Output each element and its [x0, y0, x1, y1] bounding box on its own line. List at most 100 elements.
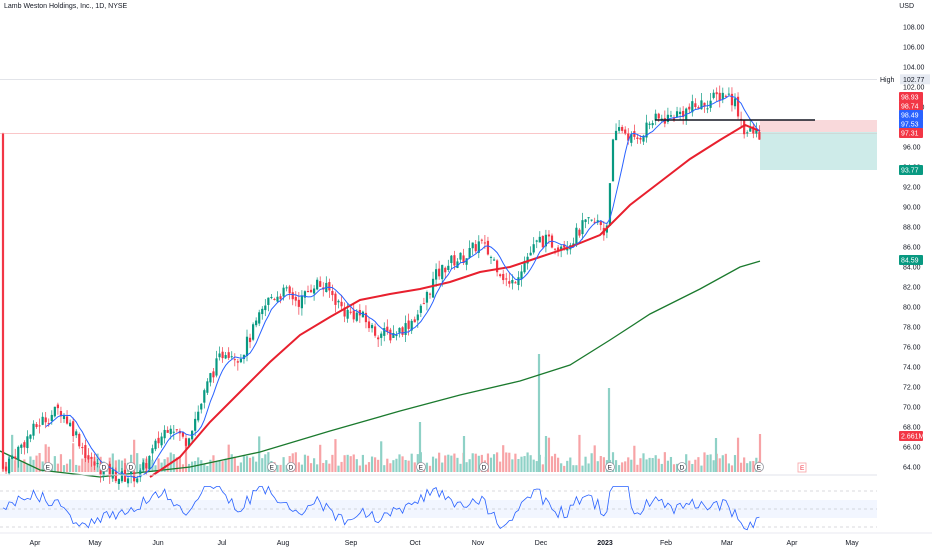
- candle-body: [422, 303, 425, 305]
- price-tick: 70.00: [903, 405, 921, 412]
- volume-bar: [465, 462, 468, 472]
- volume-bar: [508, 452, 511, 472]
- candle-body: [727, 93, 730, 95]
- volume-bar: [621, 462, 624, 472]
- price-tag: [899, 119, 923, 129]
- volume-bar: [563, 465, 566, 472]
- candle-body: [489, 256, 493, 258]
- candle-body: [340, 301, 343, 307]
- volume-bar: [316, 464, 319, 472]
- candle-body: [398, 327, 401, 333]
- volume-bar: [322, 462, 325, 472]
- candle-body: [547, 234, 551, 237]
- candle-body: [126, 478, 130, 484]
- ma-fast-line: [45, 95, 760, 479]
- volume-bar: [474, 453, 477, 472]
- volume-bar: [496, 452, 499, 472]
- time-tick: Nov: [472, 540, 485, 547]
- candle-body: [215, 358, 218, 376]
- candle-body: [218, 353, 221, 358]
- volume-bar: [691, 463, 694, 472]
- time-axis[interactable]: Apr May Jun Jul Aug Sep Oct Nov Dec 2023 Feb Mar Apr…: [0, 532, 932, 547]
- event-marker-circle: [605, 462, 615, 472]
- price-tag-label: 97.31: [901, 131, 919, 138]
- candle-body: [496, 260, 499, 273]
- candle-body: [111, 469, 114, 479]
- volume-bar: [672, 464, 676, 472]
- volume-bar: [206, 465, 209, 472]
- candle-body: [258, 312, 261, 324]
- volume-bar: [14, 460, 17, 472]
- volume-bar: [157, 458, 160, 472]
- candle-body: [65, 416, 69, 424]
- volume-bar: [697, 457, 700, 472]
- candle-body: [413, 319, 416, 323]
- candle-body: [471, 242, 474, 249]
- candle-body: [108, 463, 111, 477]
- volume-bar: [38, 453, 41, 472]
- volume-bar: [438, 452, 441, 472]
- candle-body: [285, 287, 288, 289]
- volume-bar: [325, 460, 328, 472]
- volume-bar: [712, 460, 715, 472]
- volume-bar: [224, 458, 227, 472]
- candle-body: [428, 293, 432, 295]
- price-axis[interactable]: 108.00106.00104.00102.00100.0098.0096.00…: [877, 0, 932, 550]
- price-tick: 80.00: [903, 305, 921, 312]
- candle-body: [712, 92, 715, 98]
- candle-body: [517, 277, 520, 285]
- event-marker-label: E: [419, 465, 424, 472]
- event-marker-circle: [267, 462, 277, 472]
- candle-body: [587, 217, 590, 219]
- candle-body: [334, 293, 337, 305]
- candle-body: [291, 292, 294, 300]
- candle-body: [349, 311, 352, 313]
- volume-bar: [505, 452, 508, 472]
- candle-body: [706, 108, 709, 110]
- price-tick: 92.00: [903, 185, 921, 192]
- time-tick: May: [845, 540, 859, 547]
- volume-bar: [547, 437, 551, 472]
- volume-bar: [297, 462, 300, 472]
- volume-bar: [743, 457, 746, 472]
- cci-pane: 200.000.00-200.00−117.53: [0, 485, 930, 532]
- volume-bar: [486, 453, 490, 472]
- volume-bar: [441, 462, 444, 472]
- candle-body: [297, 299, 300, 307]
- volume-bar: [639, 458, 642, 472]
- volume-bar: [572, 465, 575, 472]
- volume-bar: [721, 455, 724, 472]
- volume-bar: [541, 464, 544, 472]
- volume-bar: [593, 445, 596, 472]
- price-tick: 104.00: [903, 65, 925, 72]
- candle-body: [450, 255, 453, 264]
- event-marker-circle: [43, 462, 53, 472]
- volume-bar: [282, 457, 285, 472]
- volume-spike: [462, 436, 466, 472]
- volume-bar: [450, 455, 453, 472]
- time-tick: Oct: [410, 540, 421, 547]
- candle-body: [682, 110, 685, 118]
- candle-body: [593, 221, 596, 223]
- candle-body: [157, 437, 160, 444]
- volume-bar: [666, 460, 669, 472]
- volume-bar: [355, 459, 358, 472]
- candle-body: [679, 111, 682, 115]
- candle-body: [703, 102, 706, 107]
- volume-bar: [59, 454, 63, 472]
- event-marker-label: D: [129, 465, 134, 472]
- candle-body: [120, 471, 124, 482]
- volume-bar: [627, 457, 630, 472]
- volume-spike: [418, 422, 422, 472]
- volume-bar: [175, 457, 178, 472]
- event-marker-circle: [99, 462, 109, 472]
- candle-body: [648, 123, 651, 125]
- long-position-tool[interactable]: [760, 120, 877, 170]
- candle-body: [316, 279, 319, 290]
- volume-bar: [367, 462, 371, 472]
- candle-body: [319, 281, 322, 287]
- candle-body: [651, 123, 654, 126]
- volume-bar: [209, 459, 212, 472]
